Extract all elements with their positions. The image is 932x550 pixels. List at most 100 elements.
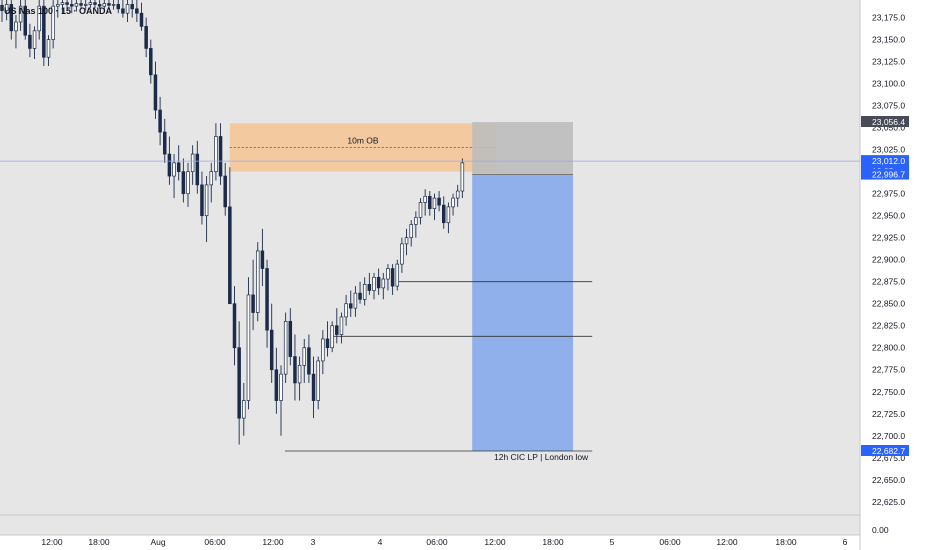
volume-pane-background [0, 515, 860, 535]
x-tick-label: 4 [378, 537, 383, 547]
x-tick-label: 12:00 [484, 537, 506, 547]
candle [274, 347, 279, 414]
candle-body [265, 268, 269, 331]
candle-body [339, 316, 344, 335]
candle-body [116, 4, 120, 10]
candle [460, 158, 465, 199]
candle [214, 123, 218, 181]
candle [251, 259, 255, 331]
candle-body [214, 136, 218, 173]
candle [79, 0, 83, 9]
candle [23, 0, 28, 40]
candle [0, 0, 4, 23]
candle [4, 0, 9, 21]
candle [130, 0, 134, 18]
candle [256, 242, 260, 322]
candle [186, 162, 190, 207]
price-axis: 23,175.0 23,150.0 23,125.0 23,100.0 23,075.0… [872, 13, 905, 507]
candle [353, 286, 358, 317]
candle-body [372, 276, 376, 291]
candle [386, 264, 390, 291]
candle-body [9, 4, 14, 32]
candle-body [125, 4, 130, 14]
candle-body [376, 276, 381, 289]
candle [418, 198, 423, 225]
candle [269, 303, 274, 383]
candle [232, 286, 237, 366]
candle [102, 0, 107, 10]
drawings-layer: 10m OB 12h CIC LP | London low [229, 122, 593, 462]
candle [97, 0, 102, 9]
candle-body [130, 4, 134, 10]
candle [149, 39, 153, 84]
x-tick-label: 12:00 [716, 537, 738, 547]
candle-body [232, 303, 237, 349]
candle [116, 0, 120, 14]
candle [42, 0, 46, 67]
entry-price-badge-bg [861, 168, 909, 180]
candle-body [274, 369, 279, 401]
candle [88, 0, 93, 8]
candle [283, 312, 288, 383]
candle [395, 259, 400, 291]
candle-body [223, 175, 227, 208]
candle-body [42, 5, 46, 58]
candle-body [79, 3, 83, 6]
candle-body [209, 171, 214, 186]
candle-body [37, 5, 41, 32]
candle-body [404, 237, 409, 245]
candle-body [316, 360, 320, 401]
candle-body [283, 320, 288, 375]
candle-body [349, 303, 353, 309]
candle-body [256, 250, 260, 313]
candle [153, 61, 158, 119]
candle-body [362, 284, 367, 300]
candle-body [69, 4, 74, 7]
candle [69, 0, 74, 14]
candle [423, 189, 427, 216]
x-tick-label: 6 [843, 537, 848, 547]
candle [297, 356, 302, 401]
candle [451, 193, 455, 216]
candle-body [279, 373, 283, 401]
candle-body [93, 2, 97, 5]
candle-body [181, 171, 186, 195]
candle [125, 0, 130, 23]
candle [46, 35, 51, 67]
target-price-badge: 22,682.7 [872, 446, 905, 456]
candle-body [176, 162, 181, 173]
candle-body [46, 39, 51, 58]
time-axis-background[interactable] [0, 535, 932, 550]
candle [335, 308, 339, 344]
candle [367, 272, 372, 295]
candle [111, 0, 116, 10]
candle-body [228, 206, 232, 305]
candle-body [428, 195, 432, 209]
y-tick-label: 22,725.0 [872, 409, 905, 419]
x-tick-label: Aug [150, 537, 165, 547]
candle-body [302, 347, 307, 366]
plot-background [0, 0, 860, 515]
candle-body [269, 329, 274, 371]
candle-body [307, 347, 311, 375]
candle-body [288, 320, 293, 357]
stop-loss-zone [472, 122, 573, 175]
candles-layer [0, 0, 465, 445]
candle [228, 167, 232, 305]
candle [325, 321, 330, 357]
y-tick-label: 23,075.0 [872, 101, 905, 111]
y-tick-label: 23,125.0 [872, 57, 905, 67]
candle-body [451, 197, 455, 208]
candle-body [163, 131, 167, 155]
x-tick-label: 18:00 [88, 537, 110, 547]
candle-body [149, 48, 153, 76]
candle-body [344, 303, 348, 318]
candle [302, 338, 307, 383]
candle-body [442, 204, 446, 224]
y-tick-label: 22,825.0 [872, 321, 905, 331]
candle [176, 145, 181, 181]
candle-body [74, 3, 79, 7]
candle-body [139, 12, 144, 27]
candle-body [367, 284, 372, 291]
